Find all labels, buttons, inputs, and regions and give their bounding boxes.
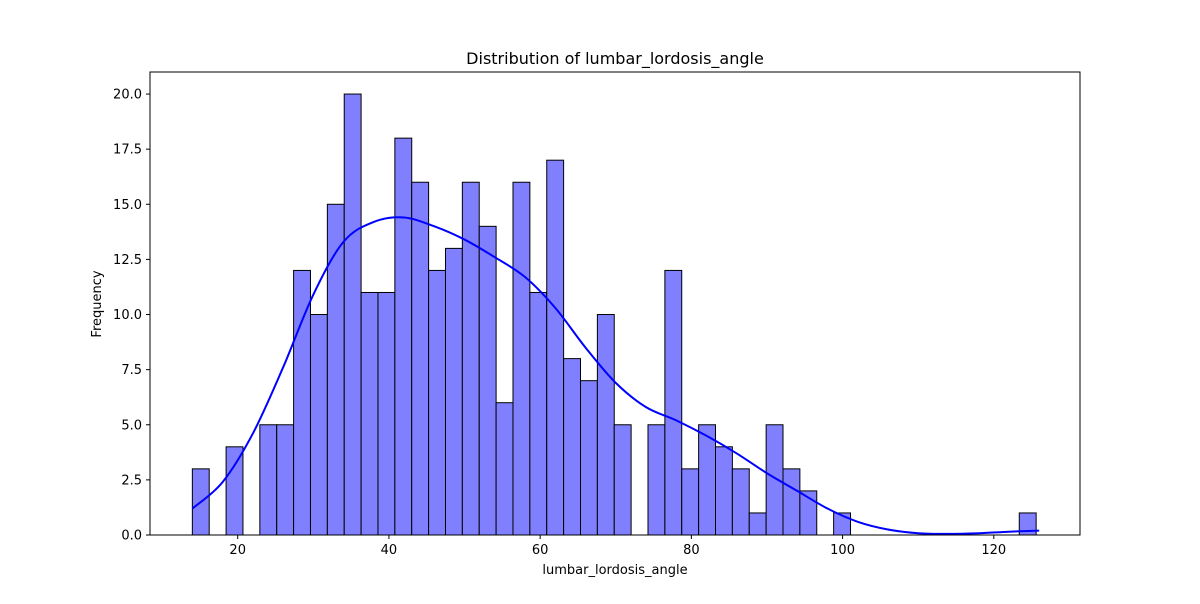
- x-axis: 20 40 60 80 100 120: [229, 535, 1006, 558]
- histogram-bar: [765, 424, 784, 536]
- histogram-bars: [191, 93, 1037, 536]
- histogram-bar: [411, 181, 430, 536]
- histogram-bar: [309, 314, 328, 536]
- x-tick-label: 60: [532, 543, 549, 558]
- histogram-bar: [715, 446, 733, 536]
- kde-curve: [191, 216, 1040, 535]
- histogram-bar: [512, 181, 531, 536]
- y-tick-label: 20.0: [113, 88, 142, 103]
- y-tick-label: 5.0: [121, 418, 142, 433]
- histogram-bar: [225, 446, 244, 536]
- histogram-bar: [478, 225, 497, 536]
- chart-title: Distribution of lumbar_lordosis_angle: [466, 49, 764, 69]
- y-tick-label: 10.0: [113, 308, 142, 323]
- y-tick-label: 17.5: [113, 143, 142, 158]
- histogram-bar: [394, 137, 413, 536]
- histogram-bar: [276, 424, 295, 536]
- histogram-bar: [546, 159, 565, 536]
- x-tick-label: 80: [683, 543, 700, 558]
- histogram-bar: [613, 424, 632, 536]
- histogram-bar: [529, 291, 548, 536]
- histogram-bar: [782, 468, 801, 536]
- y-axis-label: Frequency: [90, 270, 105, 337]
- y-tick-label: 15.0: [113, 198, 142, 213]
- histogram-bar: [731, 468, 750, 536]
- histogram-bar: [444, 247, 463, 536]
- plot-frame: [149, 71, 1081, 536]
- y-tick-label: 0.0: [121, 529, 142, 544]
- x-tick-label: 100: [830, 543, 855, 558]
- histogram-bar: [360, 291, 379, 536]
- histogram-bar: [563, 358, 581, 536]
- histogram-bar: [377, 291, 396, 536]
- histogram-bar: [343, 93, 362, 536]
- histogram-bar: [596, 314, 615, 536]
- histogram-bar: [748, 512, 767, 536]
- histogram-bar: [259, 424, 278, 536]
- histogram-bar: [495, 402, 514, 536]
- histogram-bar: [579, 380, 598, 536]
- y-tick-label: 2.5: [121, 473, 142, 488]
- y-axis: 0.0 2.5 5.0 7.5 10.0 12.5 15.0 17.5 20.0: [113, 88, 150, 544]
- x-tick-label: 120: [981, 543, 1006, 558]
- x-tick-label: 40: [381, 543, 398, 558]
- histogram-bar: [664, 269, 683, 536]
- histogram-bar: [698, 424, 717, 536]
- x-axis-label: lumbar_lordosis_angle: [542, 563, 687, 578]
- histogram-bar: [428, 269, 446, 536]
- y-tick-label: 12.5: [113, 253, 142, 268]
- histogram-bar: [681, 468, 700, 536]
- histogram-bar: [293, 269, 311, 536]
- x-tick-label: 20: [229, 543, 246, 558]
- histogram-bar: [647, 424, 666, 536]
- y-tick-label: 7.5: [121, 363, 142, 378]
- histogram-bar: [461, 181, 480, 536]
